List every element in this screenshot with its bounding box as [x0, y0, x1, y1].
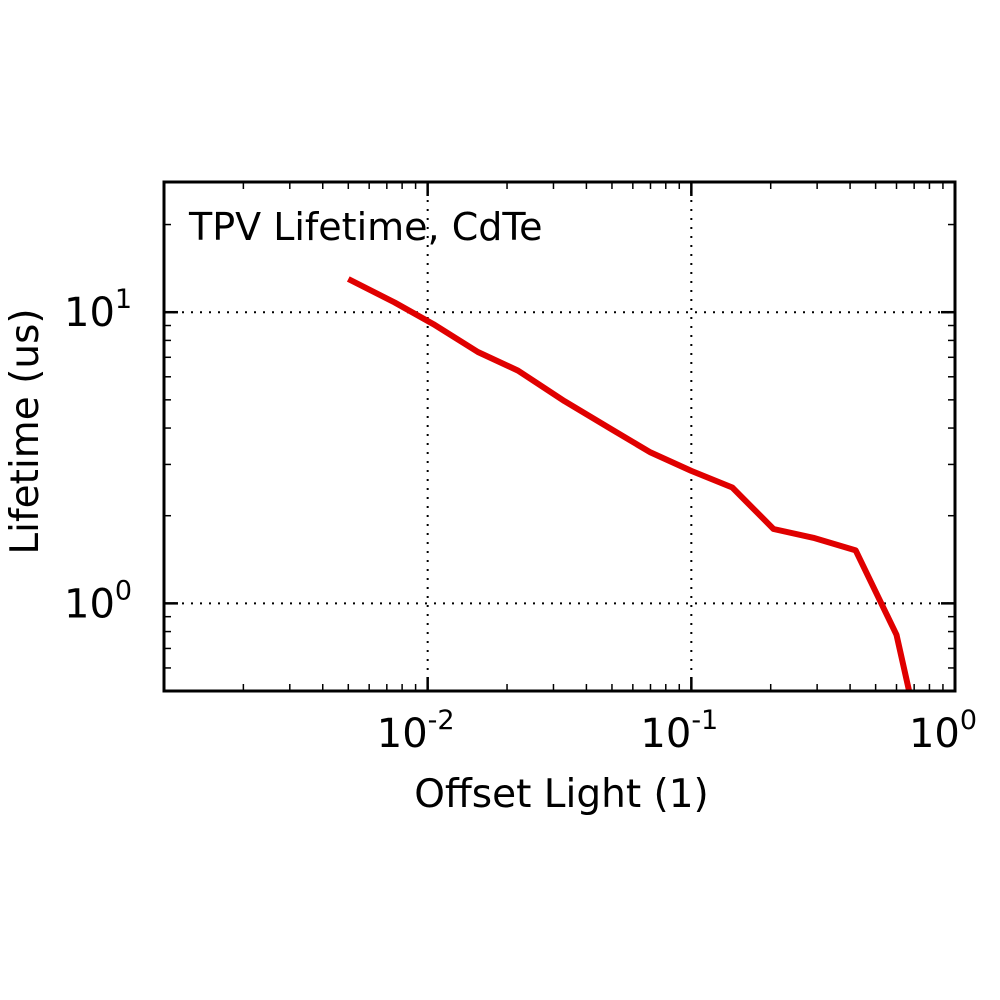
y-tick-label-1: 101	[64, 284, 132, 336]
chart-title: TPV Lifetime, CdTe	[188, 205, 543, 249]
y-tick-label-base: 10	[64, 290, 115, 336]
y-tick-label-exp: 1	[115, 284, 132, 315]
x-tick-label-base: 10	[640, 711, 691, 757]
plot-frame	[162, 180, 957, 693]
tick-layer	[162, 182, 955, 692]
x-tick-label-0: 10-2	[377, 705, 455, 757]
x-tick-label-1: 10-1	[640, 705, 718, 757]
y-tick-label-0: 100	[64, 575, 132, 627]
y-tick-label-base: 10	[64, 581, 115, 627]
y-axis-label: Lifetime (us)	[3, 308, 48, 554]
x-tick-label-2: 100	[909, 705, 977, 757]
y-tick-label-exp: 0	[115, 575, 132, 606]
x-tick-label-base: 10	[377, 711, 428, 757]
x-axis-label: Offset Light (1)	[414, 772, 709, 817]
series-layer	[346, 276, 913, 691]
x-tick-label-exp: 0	[960, 705, 977, 736]
series-line-0	[346, 276, 913, 691]
x-tick-label-exp: -2	[428, 705, 455, 736]
x-tick-label-exp: -1	[691, 705, 718, 736]
x-tick-label-base: 10	[909, 711, 960, 757]
grid-layer	[164, 182, 955, 691]
